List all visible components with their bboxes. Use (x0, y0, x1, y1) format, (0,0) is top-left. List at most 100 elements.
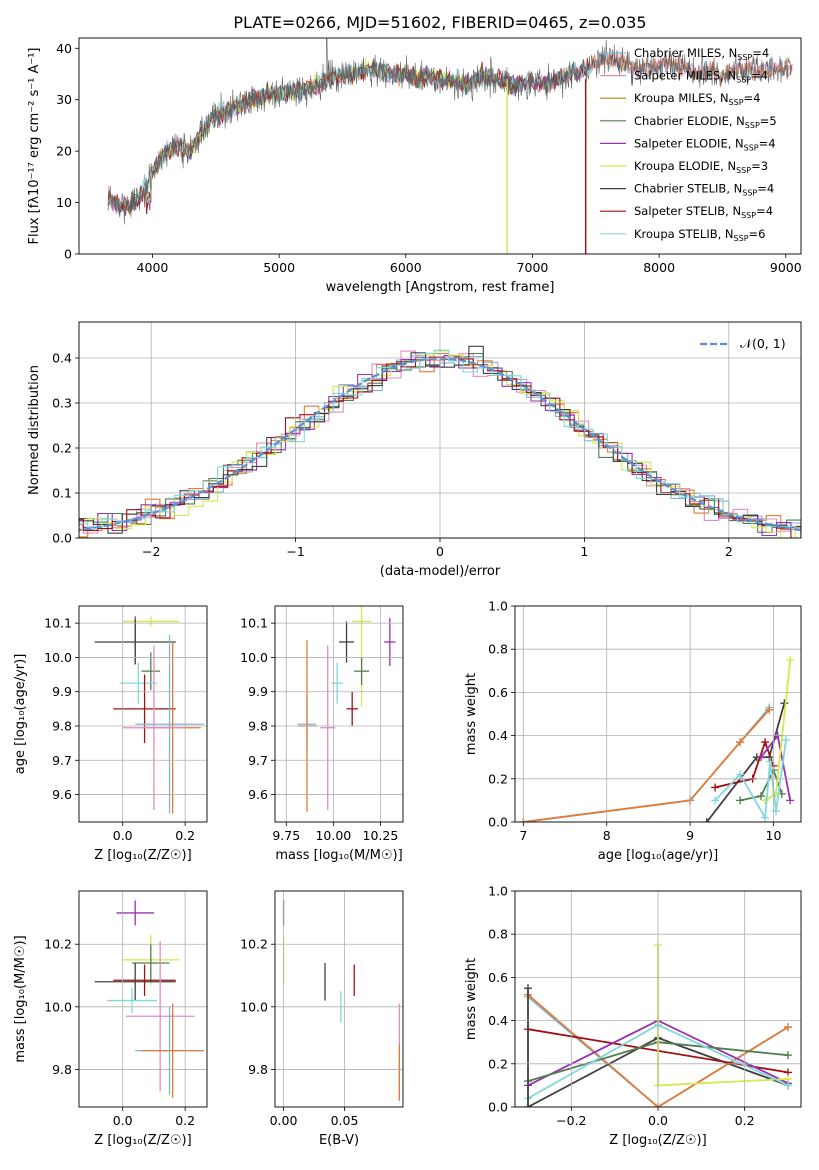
plot-layer (107, 38, 793, 254)
weight-series-line (714, 739, 775, 789)
y-tick-label: 1.0 (488, 884, 508, 899)
legend-entry: Chabrier STELIB, NSSP=4 (634, 182, 774, 198)
y-tick-label: 0 (64, 247, 72, 262)
y-tick-label: 9.9 (248, 684, 268, 699)
x-tick-label: −1 (286, 544, 304, 559)
legend-entry: Salpeter MILES, NSSP=4 (634, 69, 768, 85)
x-tick-label: 10.25 (363, 828, 399, 843)
axes-frame (274, 890, 404, 1108)
weight-marker (702, 818, 711, 822)
x-axis-label: mass [log₁₀(M/M☉)] (275, 848, 402, 863)
weight-marker (524, 984, 532, 993)
weight-marker (766, 757, 775, 766)
weight-marker (784, 1023, 792, 1032)
residual-histogram-series (79, 349, 801, 531)
y-tick-label: 0.8 (488, 927, 508, 942)
x-tick-label: 0.05 (331, 1113, 359, 1128)
weight-marker (786, 796, 795, 805)
y-tick-label: 0.6 (488, 970, 508, 985)
plot-layer (297, 606, 396, 812)
legend-entry: Kroupa ELODIE, NSSP=3 (634, 159, 768, 175)
y-tick-label: 0.2 (52, 441, 72, 456)
y-tick-label: 10.1 (44, 616, 72, 631)
x-tick-label: 7000 (517, 260, 549, 275)
x-tick-label: 8 (603, 828, 611, 843)
y-axis-label: age [log₁₀(age/yr)] (13, 654, 28, 775)
y-tick-label: 10.0 (44, 650, 72, 665)
weight-marker (736, 738, 745, 747)
spectrum-model-line (107, 60, 590, 212)
metallicity-age-chart: 0.0 0.2 9.6 9.7 9.8 9.9 10.0 10.1 Z [log₁₀(Z/Z☉)… (13, 605, 208, 863)
y-tick-label: 9.6 (248, 787, 268, 802)
weight-marker (711, 796, 720, 805)
legend-entry: Kroupa MILES, NSSP=4 (634, 91, 760, 107)
y-tick-label: 1.0 (488, 599, 508, 614)
plot-area (275, 891, 403, 1107)
legend-entry: Chabrier MILES, NSSP=4 (634, 46, 769, 62)
normal-legend-label: 𝒩(0, 1) (740, 336, 786, 351)
y-tick-label: 0.6 (488, 685, 508, 700)
y-tick-label: 10.1 (240, 616, 268, 631)
y-tick-label: 10 (56, 195, 72, 210)
x-tick-label: 0.2 (175, 1113, 195, 1128)
spectrum-legend: Chabrier MILES, NSSP=4 Salpeter MILES, NS… (600, 46, 777, 243)
weight-marker (761, 796, 770, 805)
y-tick-label: 9.7 (248, 753, 268, 768)
x-tick-label: 0.0 (648, 1113, 668, 1128)
y-tick-label: 0.2 (488, 1056, 508, 1071)
y-tick-label: 9.9 (52, 684, 72, 699)
metallicity-mass-weight-chart: −0.2 0.0 0.2 0.0 0.2 0.4 0.6 0.8 1.0 Z [log₁₀(Z/Z… (464, 884, 802, 1148)
y-tick-label: 10.2 (44, 937, 72, 952)
x-tick-label: 5000 (263, 260, 295, 275)
residual-histogram-chart: −2 −1 0 1 2 0.0 0.1 0.2 0.3 0.4 (data-model)/error… (27, 321, 802, 579)
weight-marker (736, 796, 745, 805)
legend-entry: Chabrier ELODIE, NSSP=5 (634, 114, 777, 130)
y-tick-label: 40 (56, 41, 72, 56)
x-tick-label: 9 (686, 828, 694, 843)
y-tick-label: 9.8 (248, 719, 268, 734)
x-tick-label: 4000 (137, 260, 169, 275)
y-axis-label: mass weight (464, 673, 479, 755)
x-tick-label: 0.2 (175, 828, 195, 843)
legend-entry: Salpeter STELIB, NSSP=4 (634, 204, 773, 220)
plot-area (275, 606, 403, 822)
x-axis-label: (data-model)/error (380, 564, 501, 579)
y-tick-label: 0.0 (488, 1100, 508, 1115)
spectrum-data-line (107, 38, 793, 225)
y-tick-label: 0.8 (488, 642, 508, 657)
weight-marker (736, 770, 745, 779)
y-tick-label: 0.1 (52, 486, 72, 501)
weight-marker (756, 753, 765, 762)
x-tick-label: 0.0 (113, 828, 133, 843)
y-tick-label: 10.2 (240, 937, 268, 952)
x-axis-label: age [log₁₀(age/yr)] (598, 848, 719, 863)
y-tick-label: 20 (56, 144, 72, 159)
plot-area (515, 606, 801, 822)
weight-marker (780, 699, 789, 708)
x-axis-label: E(B-V) (319, 1133, 359, 1148)
axes-frame (78, 37, 802, 255)
y-tick-label: 0.4 (488, 1013, 508, 1028)
y-tick-label: 9.7 (52, 753, 72, 768)
weight-marker (761, 813, 770, 822)
y-tick-label: 9.8 (52, 1062, 72, 1077)
x-axis-label: Z [log₁₀(Z/Z☉)] (94, 1133, 191, 1148)
plot-area (79, 606, 207, 822)
y-tick-label: 0.4 (52, 351, 72, 366)
figure-title: PLATE=0266, MJD=51602, FIBERID=0465, z=0… (233, 13, 646, 32)
x-tick-label: 0.2 (735, 1113, 755, 1128)
spectrum-chart: 4000 5000 6000 7000 8000 9000 0 10 20 30 40 wavelen… (27, 37, 802, 295)
y-tick-label: 9.6 (52, 787, 72, 802)
y-axis-label: mass weight (464, 958, 479, 1040)
age-mass-weight-chart: 7 8 9 10 0.0 0.2 0.4 0.6 0.8 1.0 age [log₁₀(age/yr… (464, 599, 802, 863)
axes-frame (78, 605, 208, 823)
y-tick-label: 0.3 (52, 396, 72, 411)
plot-area (79, 891, 207, 1107)
x-tick-label: 1 (580, 544, 588, 559)
weight-marker (711, 783, 720, 792)
y-axis-label: mass [log₁₀(M/M☉)] (13, 935, 28, 1062)
y-tick-label: 10.0 (240, 650, 268, 665)
weight-marker (756, 792, 765, 801)
x-axis-label: wavelength [Angstrom, rest frame] (326, 280, 555, 295)
